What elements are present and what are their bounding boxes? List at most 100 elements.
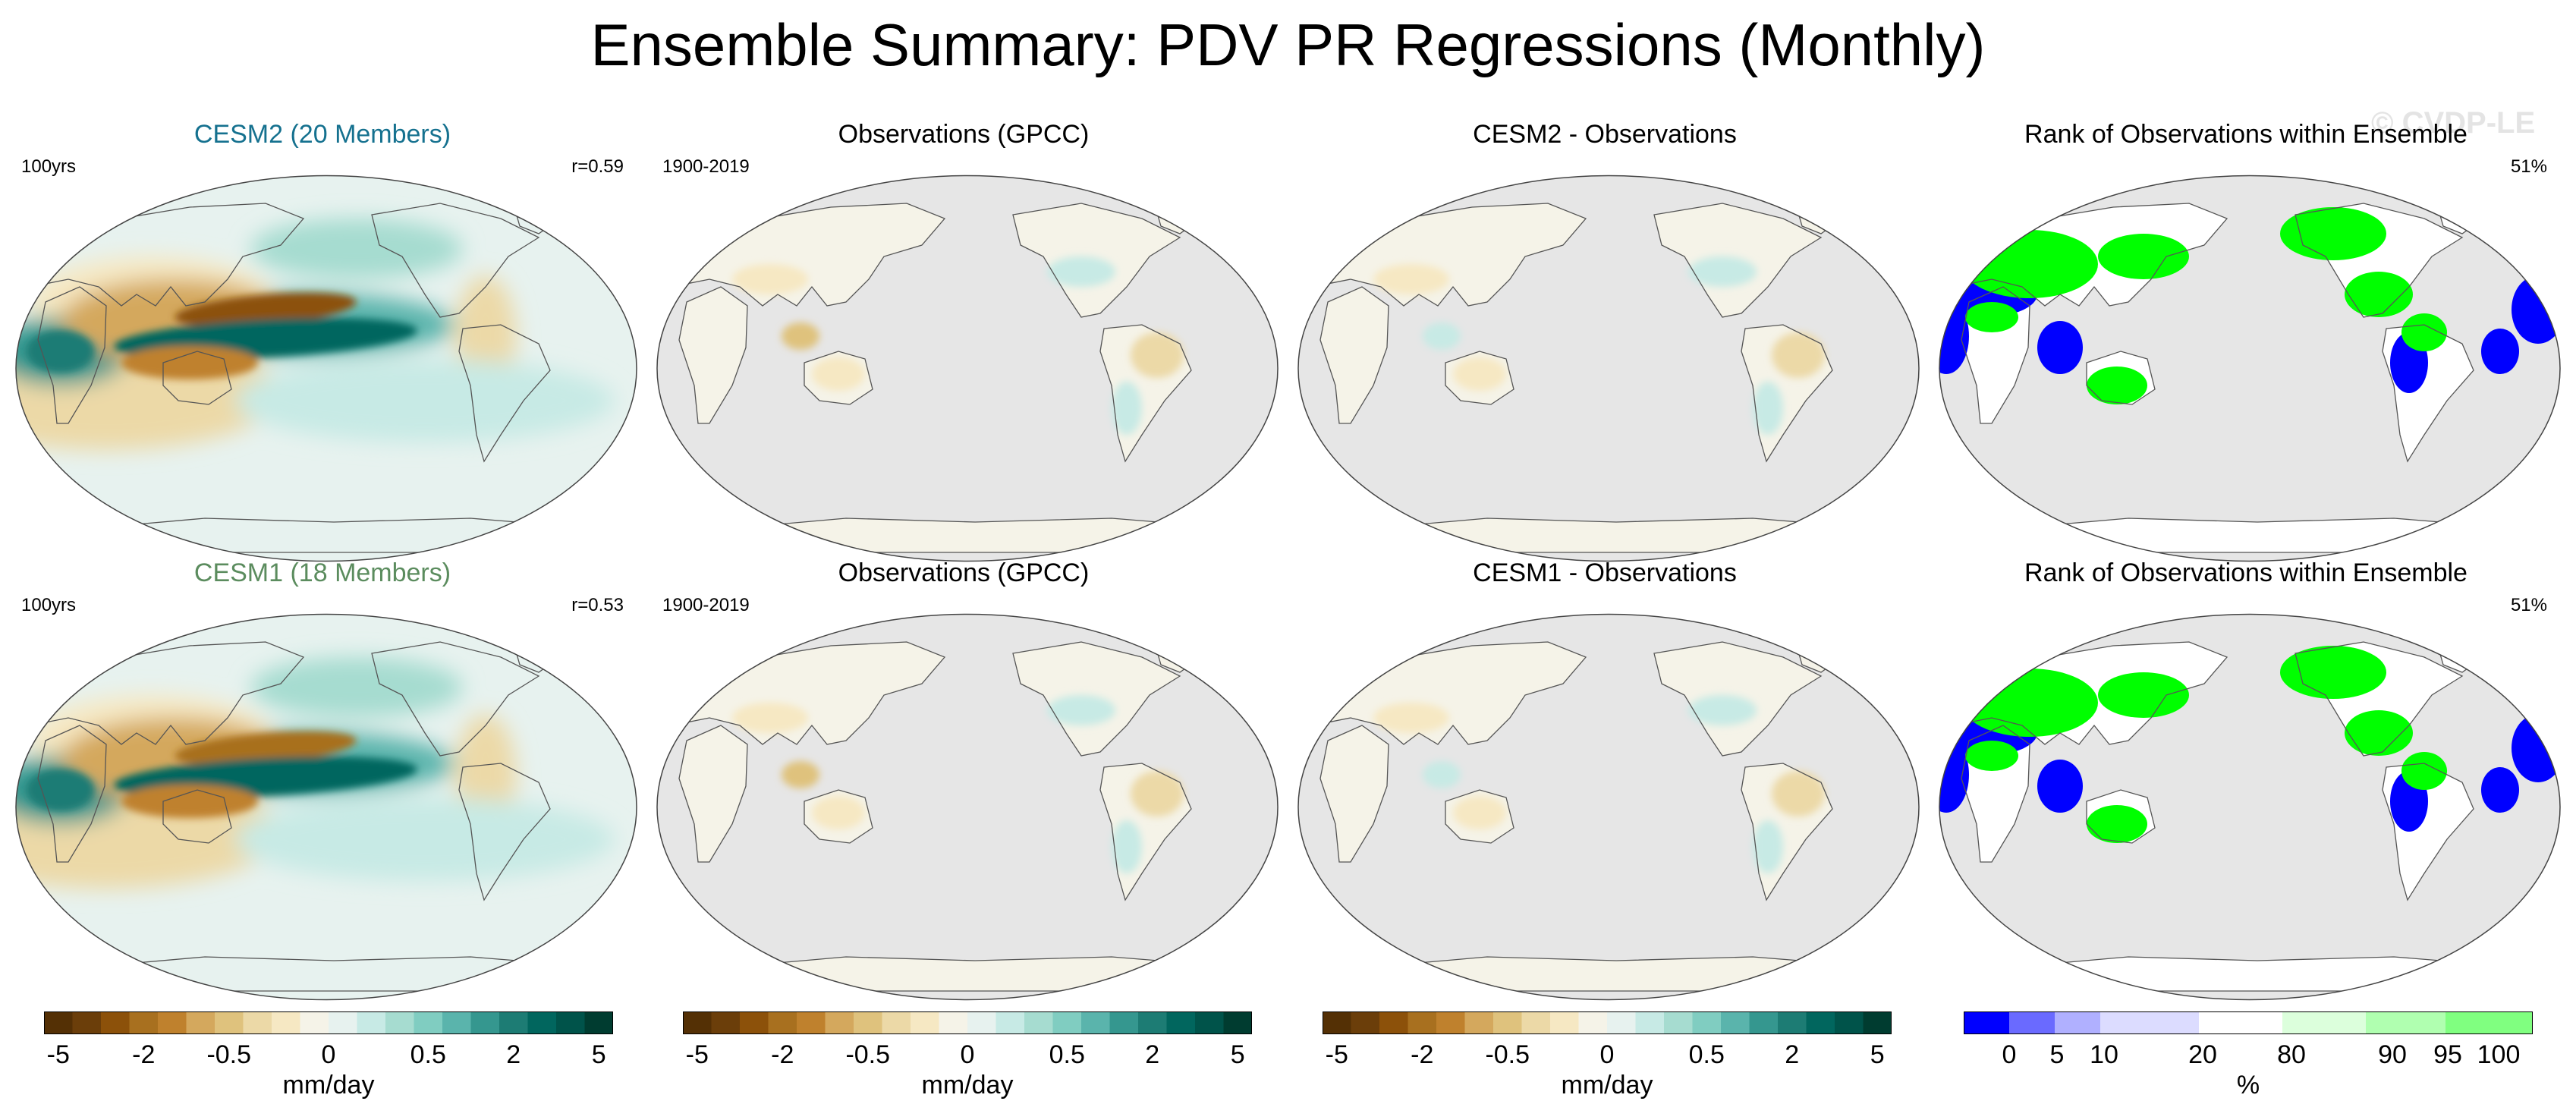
rank-high-region xyxy=(2098,234,2189,279)
world-map xyxy=(1297,613,1920,1001)
dry-anomaly xyxy=(732,264,808,294)
rank-high-region xyxy=(2087,805,2147,843)
map-field xyxy=(16,175,637,562)
map-panel: Observations (GPCC) 1900-2019 xyxy=(649,558,1279,1014)
colorbar-tick-label: 10 xyxy=(2090,1040,2118,1069)
colorbar-swatch xyxy=(1806,1011,1835,1034)
colorbar-tick-label: 2 xyxy=(1145,1040,1160,1069)
colorbar-tick-label: 100 xyxy=(2477,1040,2521,1069)
colorbar-swatch xyxy=(683,1011,712,1034)
colorbar-swatches xyxy=(1964,1011,2533,1034)
wet-anomaly xyxy=(1047,695,1115,725)
namerica-coastline xyxy=(1012,641,1181,757)
africa-land xyxy=(1320,287,1389,423)
wet-anomaly xyxy=(1688,695,1757,725)
colorbar-swatch xyxy=(72,1011,102,1034)
colorbar-tick-label: 5 xyxy=(591,1040,606,1069)
period-label: 100yrs xyxy=(21,156,77,177)
colorbar-unit: mm/day xyxy=(1561,1071,1653,1100)
colorbar-swatch xyxy=(995,1011,1025,1034)
colorbar-swatch xyxy=(2100,1011,2200,1034)
watermark: © CVDP-LE xyxy=(2371,106,2536,140)
land-anomaly-layer xyxy=(1373,256,1825,435)
dry-anomaly xyxy=(121,785,258,818)
dry-anomaly xyxy=(812,796,865,829)
africa-land xyxy=(679,287,747,423)
rank-percent-label: 51% xyxy=(2510,156,2547,177)
eurasia-coastline xyxy=(1953,641,2228,745)
colorbar-frame xyxy=(44,1011,613,1034)
antarctica-land xyxy=(1358,957,1874,991)
wet-anomaly xyxy=(235,359,615,442)
colorbar-swatch xyxy=(2199,1011,2283,1034)
colorbar-swatch xyxy=(2055,1011,2101,1034)
rank-low-region xyxy=(2037,760,2083,813)
africa-coastline xyxy=(1319,725,1389,863)
colorbar-swatch xyxy=(1351,1011,1380,1034)
map-field xyxy=(1939,175,2560,562)
wet-anomaly xyxy=(1753,382,1783,435)
colorbar-swatch xyxy=(1493,1011,1522,1034)
rank-high-region xyxy=(1965,302,2018,332)
colorbar-swatch xyxy=(584,1011,613,1034)
colorbar-swatch xyxy=(215,1011,244,1034)
africa-coastline xyxy=(1319,286,1389,424)
australia-coastline xyxy=(2086,789,2156,844)
colorbar-swatch xyxy=(300,1011,329,1034)
samerica-coastline xyxy=(1741,763,1833,901)
panel-title: CESM2 - Observations xyxy=(1473,120,1737,149)
colorbar-swatch xyxy=(1863,1011,1892,1034)
map-border xyxy=(1297,175,1920,562)
samerica-coastline xyxy=(458,324,551,463)
wet-anomaly xyxy=(1047,256,1115,287)
land-anomaly-layer xyxy=(732,695,1184,873)
colorbar-swatch xyxy=(1081,1011,1110,1034)
colorbar-swatch xyxy=(797,1011,826,1034)
australia-coastline xyxy=(804,789,873,844)
colorbar-swatch xyxy=(2282,1011,2367,1034)
samerica-coastline xyxy=(1099,763,1192,901)
colorbar: 0 5 10 20 80 90 95 100% xyxy=(1964,1011,2533,1110)
colorbar-tick-label: 20 xyxy=(2188,1040,2217,1069)
colorbar-tick-label: 5 xyxy=(1870,1040,1885,1069)
colorbar-swatch xyxy=(967,1011,996,1034)
colorbar-frame xyxy=(683,1011,1252,1034)
colorbar-swatch xyxy=(1749,1011,1779,1034)
map-panel: Observations (GPCC) 1900-2019 xyxy=(649,120,1279,575)
colorbar-swatch xyxy=(556,1011,585,1034)
map-panel: CESM1 - Observations xyxy=(1290,558,1920,1014)
colorbar-tick-label: 0.5 xyxy=(410,1040,446,1069)
colorbar-swatch xyxy=(329,1011,357,1034)
strong-anomaly-layer xyxy=(27,731,417,818)
colorbar-swatch xyxy=(1379,1011,1408,1034)
colorbar-tick-label: -5 xyxy=(46,1040,70,1069)
map-border xyxy=(15,175,637,562)
colorbar-swatch xyxy=(882,1011,911,1034)
africa-land xyxy=(1320,725,1389,862)
namerica-coastline xyxy=(1012,203,1181,318)
map-field xyxy=(1298,614,1919,1000)
africa-coastline xyxy=(678,286,748,424)
colorbar-swatch xyxy=(1721,1011,1750,1034)
colorbar-tick-label: 0.5 xyxy=(1688,1040,1725,1069)
colorbar-tick-label: 0 xyxy=(1599,1040,1615,1069)
map-panel: Rank of Observations within Ensemble 51% xyxy=(1931,120,2561,575)
colorbar-tick-label: -2 xyxy=(132,1040,156,1069)
colorbar-swatches xyxy=(683,1011,1252,1034)
colorbar-frame xyxy=(1323,1011,1892,1034)
colorbar-swatch xyxy=(101,1011,130,1034)
panel-title: CESM1 (18 Members) xyxy=(193,558,451,587)
colorbar-tick-label: -5 xyxy=(685,1040,709,1069)
figure-title: Ensemble Summary: PDV PR Regressions (Mo… xyxy=(590,11,1986,78)
wet-anomaly xyxy=(250,657,463,718)
colorbar-swatches xyxy=(1323,1011,1892,1034)
land-anomaly-layer xyxy=(1373,695,1825,873)
colorbar-tick-label: -2 xyxy=(771,1040,794,1069)
australia-coastline xyxy=(162,351,232,405)
rank-high-region xyxy=(2087,367,2147,404)
wet-anomaly xyxy=(250,219,463,279)
rank-high-region xyxy=(1961,669,2098,737)
panel-title: Rank of Observations within Ensemble xyxy=(2024,120,2467,149)
dry-anomaly xyxy=(121,346,258,379)
dry-anomaly xyxy=(1131,771,1184,816)
